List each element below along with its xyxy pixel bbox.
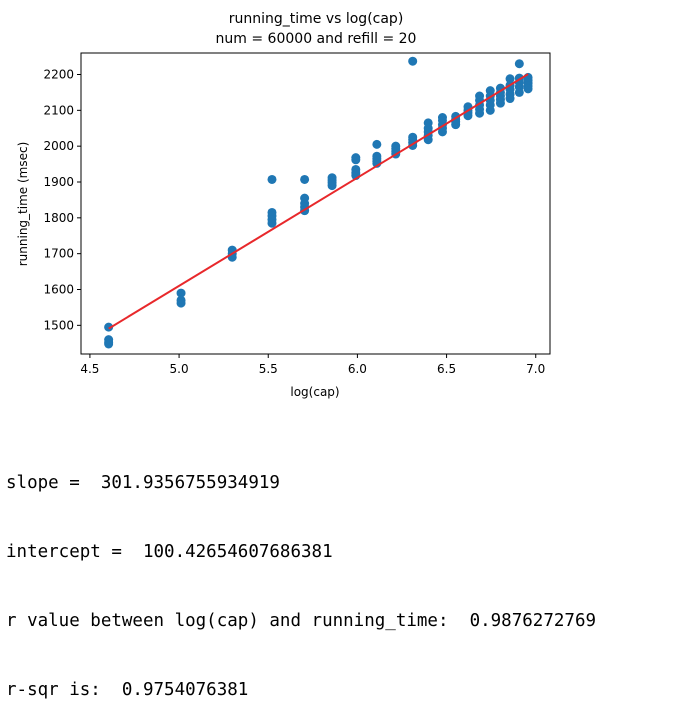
x-axis-label: log(cap) bbox=[290, 385, 339, 399]
plot-frame bbox=[80, 52, 551, 355]
data-point bbox=[104, 339, 114, 349]
data-point bbox=[514, 87, 524, 97]
chart-subtitle: num = 60000 and refill = 20 bbox=[216, 31, 417, 47]
x-tick-label: 5.0 bbox=[170, 362, 189, 376]
y-tick-label: 1800 bbox=[43, 211, 74, 225]
data-point bbox=[463, 111, 473, 121]
y-tick-label: 2200 bbox=[43, 68, 74, 82]
r-sqr-line: r-sqr is: 0.9754076381 bbox=[6, 680, 249, 700]
data-point bbox=[437, 127, 447, 137]
y-axis-label: running_time (msec) bbox=[16, 142, 30, 267]
data-point bbox=[104, 322, 114, 332]
data-point bbox=[372, 139, 382, 149]
x-tick-label: 5.5 bbox=[259, 362, 278, 376]
regression-line bbox=[108, 73, 529, 330]
y-tick-label: 2100 bbox=[43, 103, 74, 117]
y-axis-ticks: 1500 1600 1700 1800 1900 2000 2100 2200 bbox=[43, 68, 81, 332]
r-value-line: r value between log(cap) and running_tim… bbox=[6, 611, 597, 631]
data-point bbox=[267, 218, 277, 228]
y-tick-label: 1600 bbox=[43, 283, 74, 297]
intercept-line: intercept = 100.42654607686381 bbox=[6, 542, 333, 562]
data-point bbox=[176, 288, 186, 298]
x-tick-label: 4.5 bbox=[80, 362, 99, 376]
slope-line: slope = 301.9356755934919 bbox=[6, 473, 280, 493]
statistics-output: slope = 301.9356755934919 intercept = 10… bbox=[6, 426, 596, 725]
data-point bbox=[451, 120, 461, 130]
data-point bbox=[475, 108, 485, 118]
data-point bbox=[423, 135, 433, 145]
x-tick-label: 6.5 bbox=[437, 362, 456, 376]
data-point bbox=[408, 56, 418, 66]
y-tick-label: 1900 bbox=[43, 175, 74, 189]
x-axis-ticks: 4.5 5.0 5.5 6.0 6.5 7.0 bbox=[80, 354, 545, 376]
data-point bbox=[495, 98, 505, 108]
data-point bbox=[485, 105, 495, 115]
x-tick-label: 6.0 bbox=[348, 362, 367, 376]
data-point bbox=[505, 74, 515, 84]
y-tick-label: 1500 bbox=[43, 318, 74, 332]
chart-title: running_time vs log(cap) bbox=[229, 11, 404, 27]
x-tick-label: 7.0 bbox=[526, 362, 545, 376]
scatter-chart: running_time vs log(cap) num = 60000 and… bbox=[16, 11, 551, 399]
data-point bbox=[514, 59, 524, 69]
data-point bbox=[176, 298, 186, 308]
y-tick-label: 2000 bbox=[43, 139, 74, 153]
data-point bbox=[300, 174, 310, 184]
data-point bbox=[523, 84, 533, 94]
data-points bbox=[104, 56, 533, 349]
data-point bbox=[505, 94, 515, 104]
data-point bbox=[327, 181, 337, 191]
data-point bbox=[267, 174, 277, 184]
data-point bbox=[351, 155, 361, 165]
y-tick-label: 1700 bbox=[43, 247, 74, 261]
fit-line-layer bbox=[108, 73, 529, 330]
